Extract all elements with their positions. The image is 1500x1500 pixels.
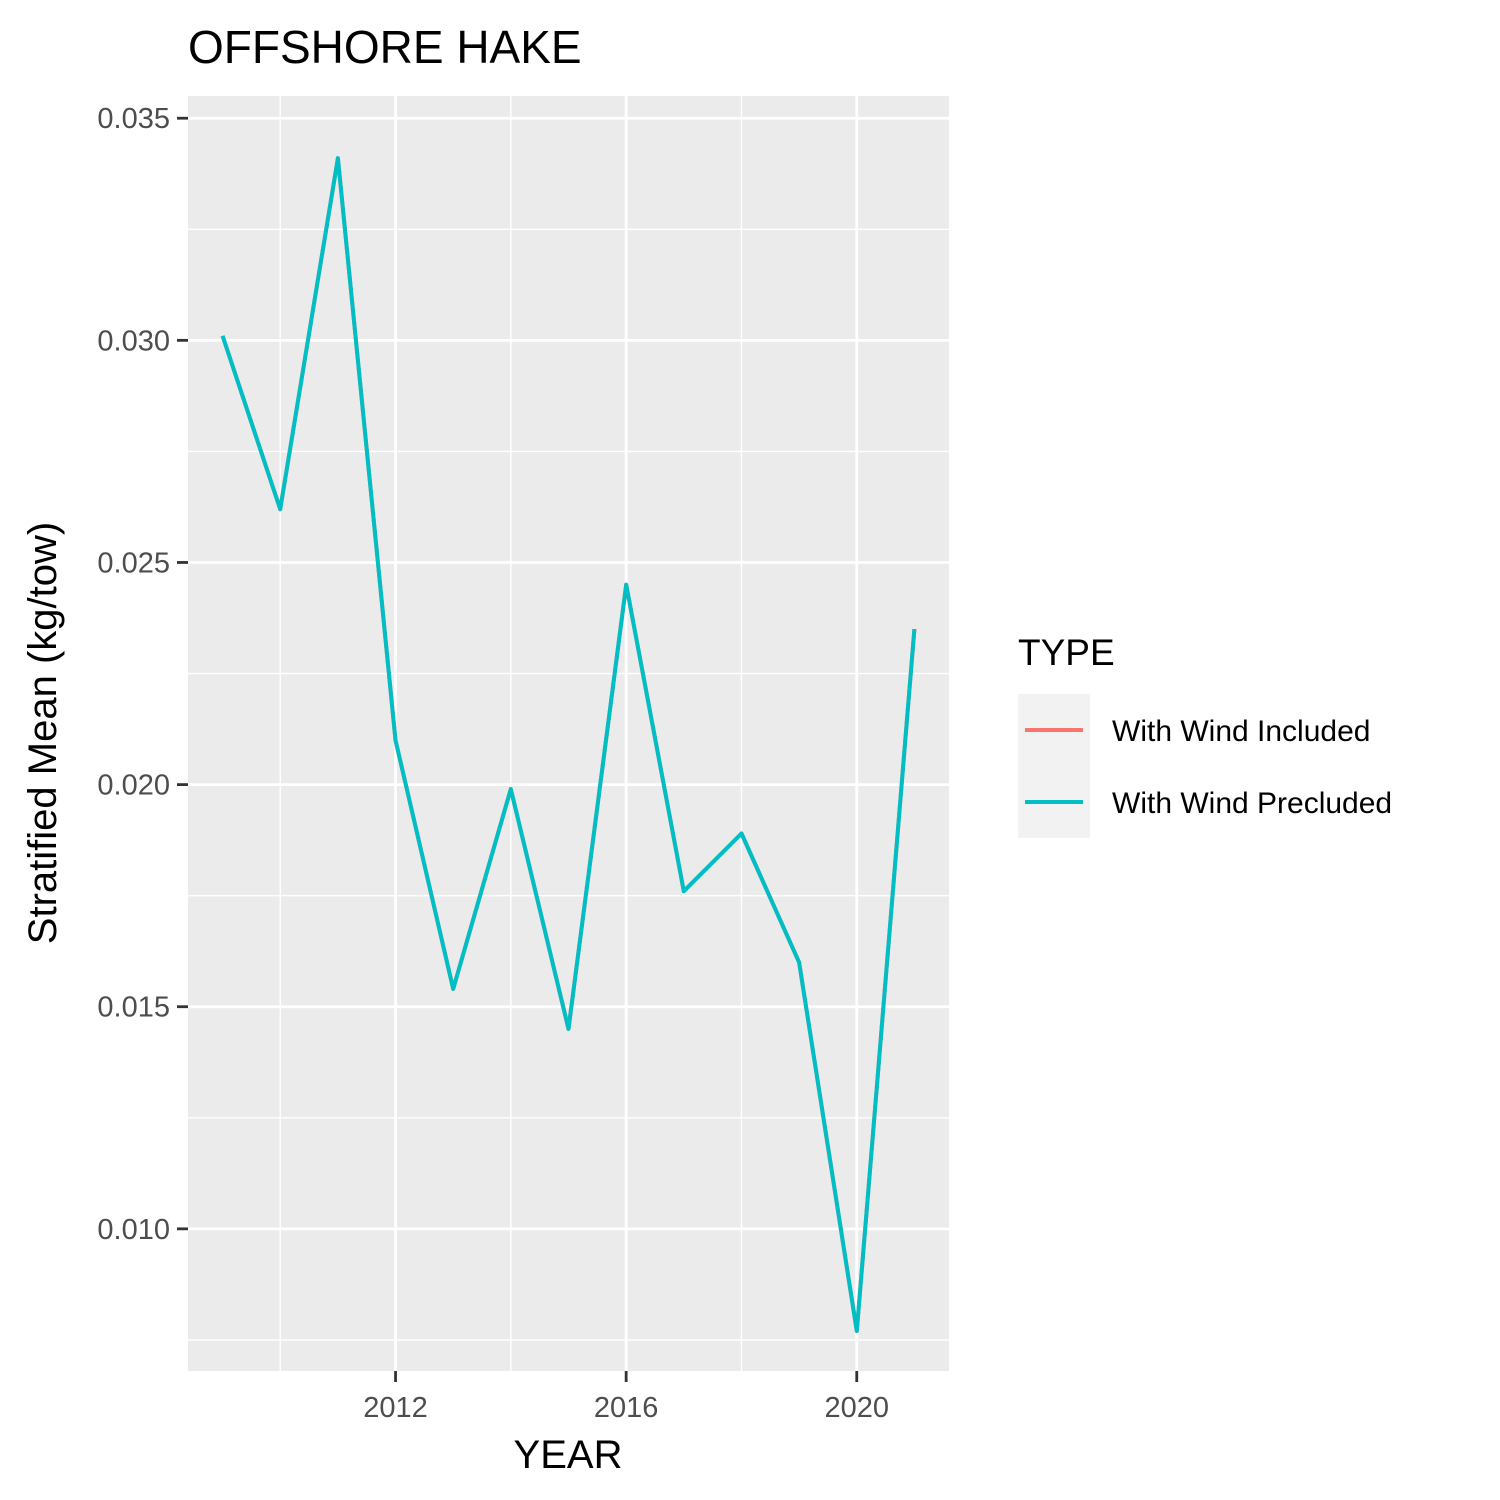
- y-tick-label: 0.030: [97, 325, 170, 357]
- y-tick-label: 0.025: [97, 547, 170, 579]
- legend-key-background: [1018, 694, 1090, 838]
- legend-title: TYPE: [1018, 632, 1115, 673]
- y-tick-label: 0.010: [97, 1214, 170, 1246]
- x-tick-label: 2012: [363, 1392, 428, 1424]
- series-layer: [220, 156, 917, 1333]
- grid-minor: [188, 96, 949, 1371]
- y-axis: 0.010 0.015 0.020 0.025 0.030 0.035: [97, 103, 188, 1246]
- x-tick-label: 2016: [594, 1392, 659, 1424]
- y-axis-title: Stratified Mean (kg/tow): [21, 522, 65, 944]
- legend-label-with-wind-included: With Wind Included: [1112, 715, 1370, 748]
- y-tick-label: 0.020: [97, 770, 170, 802]
- x-tick-label: 2020: [824, 1392, 889, 1424]
- x-axis-title: YEAR: [514, 1433, 623, 1477]
- legend-label-with-wind-precluded: With Wind Precluded: [1112, 787, 1392, 820]
- series-line-with-wind-precluded: [220, 156, 917, 1333]
- grid-major: [188, 96, 949, 1371]
- legend: TYPE With Wind Included With Wind Preclu…: [1018, 632, 1392, 838]
- y-tick-label: 0.035: [97, 103, 170, 135]
- y-tick-label: 0.015: [97, 992, 170, 1024]
- chart-title: OFFSHORE HAKE: [188, 21, 582, 73]
- x-axis: 2012 2016 2020: [363, 1371, 889, 1424]
